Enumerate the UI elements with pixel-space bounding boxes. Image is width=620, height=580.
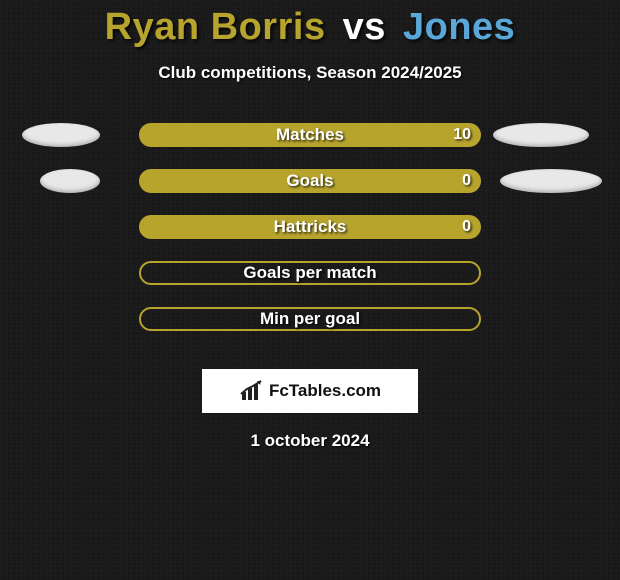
stat-right-value: 0 <box>462 169 471 193</box>
stat-label: Goals <box>139 169 481 193</box>
player-1-name: Ryan Borris <box>105 6 326 48</box>
bar: Hattricks0 <box>139 215 481 239</box>
stat-row: Min per goal <box>0 307 620 353</box>
infographic-container: Ryan Borris vs Jones Club competitions, … <box>0 0 620 580</box>
stat-row: Goals0 <box>0 169 620 215</box>
bar: Min per goal <box>139 307 481 331</box>
brand-text: FcTables.com <box>269 381 381 401</box>
brand-badge: FcTables.com <box>202 369 418 413</box>
footer-date: 1 october 2024 <box>0 431 620 451</box>
stat-row: Matches10 <box>0 123 620 169</box>
stat-right-value: 0 <box>462 215 471 239</box>
right-ellipse <box>493 123 589 147</box>
stat-rows: Matches10Goals0Hattricks0Goals per match… <box>0 123 620 353</box>
right-ellipse <box>500 169 602 193</box>
stat-row: Goals per match <box>0 261 620 307</box>
stat-label: Min per goal <box>139 307 481 331</box>
stat-label: Goals per match <box>139 261 481 285</box>
left-ellipse <box>22 123 100 147</box>
page-title: Ryan Borris vs Jones <box>0 0 620 49</box>
bar: Goals per match <box>139 261 481 285</box>
bar: Goals0 <box>139 169 481 193</box>
stat-label: Hattricks <box>139 215 481 239</box>
bar-chart-icon <box>239 380 265 402</box>
player-2-name: Jones <box>403 6 515 48</box>
stat-right-value: 10 <box>453 123 471 147</box>
stat-row: Hattricks0 <box>0 215 620 261</box>
left-ellipse <box>40 169 100 193</box>
stat-label: Matches <box>139 123 481 147</box>
subtitle: Club competitions, Season 2024/2025 <box>0 63 620 83</box>
bar: Matches10 <box>139 123 481 147</box>
vs-separator: vs <box>343 6 386 48</box>
